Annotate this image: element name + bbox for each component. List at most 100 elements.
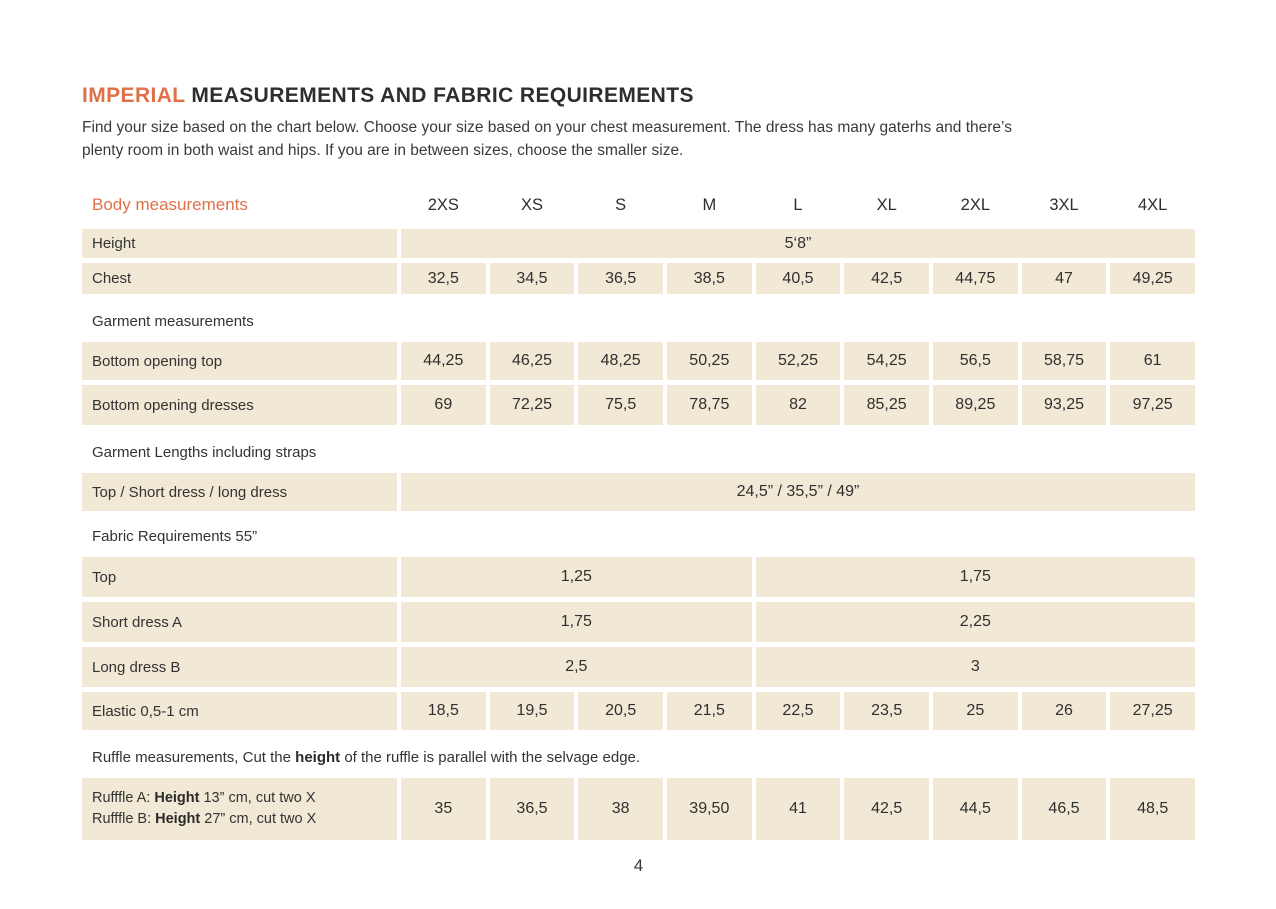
ruffle-b-pre: Rufffle B: bbox=[92, 811, 156, 827]
ruffle-a-bold: Height bbox=[154, 790, 200, 806]
row-label: Elastic 0,5-1 cm bbox=[82, 692, 397, 730]
intro-line-2: plenty room in both waist and hips. If y… bbox=[82, 142, 684, 159]
size-header-4xl: 4XL bbox=[1137, 195, 1168, 214]
row-label: Bottom opening top bbox=[82, 342, 397, 380]
ruffle-note-bold: height bbox=[295, 749, 341, 766]
ruffle-value: 35 bbox=[401, 778, 486, 840]
size-header-2xs: 2XS bbox=[427, 195, 459, 214]
ruffle-b-post: 27” cm, cut two X bbox=[200, 811, 317, 827]
page-number: 4 bbox=[633, 856, 644, 875]
elastic-value: 25 bbox=[932, 692, 1018, 730]
bottom-opening-top-value: 44,25 bbox=[401, 342, 486, 380]
table-header-row: Body measurements 2XS XS S M L XL 2XL 3X… bbox=[82, 188, 1195, 222]
intro-line-1: Find your size based on the chart below.… bbox=[82, 119, 1012, 136]
page-title: IMPERIAL MEASUREMENTS AND FABRIC REQUIRE… bbox=[82, 84, 1195, 108]
size-header-2xl: 2XL bbox=[960, 195, 990, 214]
row-label: Long dress B bbox=[82, 647, 397, 687]
table-row-bottom-opening-top: Bottom opening top 44,25 46,25 48,25 50,… bbox=[82, 342, 1195, 380]
ruffle-note-pre: Ruffle measurements, Cut the bbox=[92, 749, 296, 766]
table-row-garment-lengths: Top / Short dress / long dress 24,5” / 3… bbox=[82, 473, 1195, 511]
ruffle-value: 36,5 bbox=[489, 778, 575, 840]
ruffle-value: 42,5 bbox=[844, 778, 929, 840]
bottom-opening-top-value: 50,25 bbox=[666, 342, 752, 380]
row-label: Height bbox=[82, 229, 397, 258]
chest-value: 49,25 bbox=[1110, 263, 1195, 294]
body-measurements-heading: Body measurements bbox=[92, 195, 248, 214]
bottom-opening-top-value: 48,25 bbox=[578, 342, 663, 380]
bottom-opening-top-value: 58,75 bbox=[1021, 342, 1107, 380]
elastic-value: 18,5 bbox=[401, 692, 486, 730]
ruffle-b-bold: Height bbox=[155, 811, 201, 827]
bottom-opening-top-value: 54,25 bbox=[844, 342, 929, 380]
chest-value: 40,5 bbox=[755, 263, 841, 294]
bottom-opening-top-value: 46,25 bbox=[489, 342, 575, 380]
ruffle-value: 39,50 bbox=[666, 778, 752, 840]
table-row-fabric-short-dress: Short dress A 1,75 2,25 bbox=[82, 602, 1195, 642]
intro-text: Find your size based on the chart below.… bbox=[82, 116, 1195, 162]
elastic-value: 27,25 bbox=[1110, 692, 1195, 730]
ruffle-a-post: 13” cm, cut two X bbox=[199, 790, 316, 806]
bottom-opening-top-value: 61 bbox=[1110, 342, 1195, 380]
ruffle-a-pre: Rufffle A: bbox=[92, 790, 155, 806]
section-garment-measurements: Garment measurements bbox=[92, 313, 254, 330]
bottom-opening-dresses-value: 97,25 bbox=[1110, 385, 1195, 425]
ruffle-value: 41 bbox=[755, 778, 841, 840]
elastic-value: 22,5 bbox=[755, 692, 841, 730]
chest-value: 32,5 bbox=[401, 263, 486, 294]
chest-value: 36,5 bbox=[578, 263, 663, 294]
elastic-value: 23,5 bbox=[844, 692, 929, 730]
ruffle-value: 46,5 bbox=[1021, 778, 1107, 840]
chest-value: 38,5 bbox=[666, 263, 752, 294]
elastic-value: 20,5 bbox=[578, 692, 663, 730]
ruffle-note-post: of the ruffle is parallel with the selva… bbox=[340, 749, 641, 766]
page-title-highlight: IMPERIAL bbox=[82, 84, 186, 107]
fabric-long-small-sizes-value: 2,5 bbox=[401, 647, 752, 687]
section-garment-lengths: Garment Lengths including straps bbox=[92, 444, 317, 461]
ruffle-a-label: Rufffle A: Height 13” cm, cut two X bbox=[92, 788, 316, 809]
garment-lengths-value: 24,5” / 35,5” / 49” bbox=[401, 473, 1195, 511]
size-header-xl: XL bbox=[876, 195, 897, 214]
bottom-opening-top-value: 56,5 bbox=[932, 342, 1018, 380]
ruffle-value: 44,5 bbox=[932, 778, 1018, 840]
row-label: Short dress A bbox=[82, 602, 397, 642]
bottom-opening-dresses-value: 93,25 bbox=[1021, 385, 1107, 425]
ruffle-value: 38 bbox=[578, 778, 663, 840]
size-header-xs: XS bbox=[520, 195, 543, 214]
chest-value: 34,5 bbox=[489, 263, 575, 294]
measurement-table: Body measurements 2XS XS S M L XL 2XL 3X… bbox=[82, 188, 1195, 840]
row-label: Chest bbox=[82, 263, 397, 294]
size-header-l: L bbox=[793, 195, 803, 214]
chest-value: 47 bbox=[1021, 263, 1107, 294]
fabric-short-small-sizes-value: 1,75 bbox=[401, 602, 752, 642]
bottom-opening-dresses-value: 82 bbox=[755, 385, 841, 425]
ruffle-note: Ruffle measurements, Cut the height of t… bbox=[82, 735, 1195, 778]
table-row-fabric-top: Top 1,25 1,75 bbox=[82, 557, 1195, 597]
fabric-short-large-sizes-value: 2,25 bbox=[755, 602, 1195, 642]
elastic-value: 26 bbox=[1021, 692, 1107, 730]
chest-value: 44,75 bbox=[932, 263, 1018, 294]
bottom-opening-dresses-value: 89,25 bbox=[932, 385, 1018, 425]
page-content: IMPERIAL MEASUREMENTS AND FABRIC REQUIRE… bbox=[82, 0, 1195, 876]
table-row-height: Height 5‘8” bbox=[82, 229, 1195, 258]
bottom-opening-dresses-value: 85,25 bbox=[844, 385, 929, 425]
fabric-top-large-sizes-value: 1,75 bbox=[755, 557, 1195, 597]
table-row-chest: Chest 32,5 34,5 36,5 38,5 40,5 42,5 44,7… bbox=[82, 263, 1195, 294]
bottom-opening-dresses-value: 69 bbox=[401, 385, 486, 425]
row-label: Bottom opening dresses bbox=[82, 385, 397, 425]
table-row-ruffle: Rufffle A: Height 13” cm, cut two X Ruff… bbox=[82, 778, 1195, 840]
bottom-opening-dresses-value: 75,5 bbox=[578, 385, 663, 425]
fabric-top-small-sizes-value: 1,25 bbox=[401, 557, 752, 597]
ruffle-value: 48,5 bbox=[1110, 778, 1195, 840]
section-fabric-requirements: Fabric Requirements 55” bbox=[92, 528, 258, 545]
chest-value: 42,5 bbox=[844, 263, 929, 294]
bottom-opening-top-value: 52,25 bbox=[755, 342, 841, 380]
size-header-m: M bbox=[702, 195, 717, 214]
fabric-long-large-sizes-value: 3 bbox=[755, 647, 1195, 687]
row-label: Top / Short dress / long dress bbox=[82, 473, 397, 511]
bottom-opening-dresses-value: 78,75 bbox=[666, 385, 752, 425]
size-header-s: S bbox=[615, 195, 627, 214]
row-label: Rufffle A: Height 13” cm, cut two X Ruff… bbox=[82, 778, 397, 840]
page-title-rest: MEASUREMENTS AND FABRIC REQUIREMENTS bbox=[185, 84, 694, 107]
row-label: Top bbox=[82, 557, 397, 597]
size-header-3xl: 3XL bbox=[1049, 195, 1079, 214]
